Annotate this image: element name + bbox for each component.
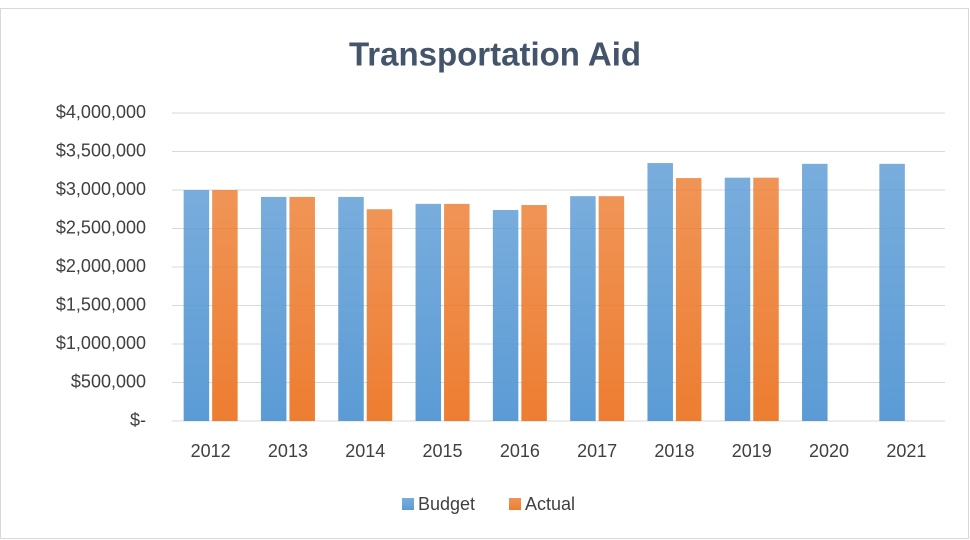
y-tick-label: $4,000,000 xyxy=(56,102,146,122)
bar xyxy=(570,196,596,421)
y-tick-label: $2,500,000 xyxy=(56,217,146,237)
x-tick-label: 2021 xyxy=(886,441,926,461)
y-tick-label: $- xyxy=(130,410,146,430)
bar xyxy=(289,196,315,421)
y-tick-label: $3,000,000 xyxy=(56,179,146,199)
chart-title: Transportation Aid xyxy=(349,36,641,73)
x-tick-label: 2012 xyxy=(191,441,231,461)
bar xyxy=(879,163,905,421)
legend-label: Actual xyxy=(525,494,575,514)
legend-label: Budget xyxy=(418,494,475,514)
bar xyxy=(444,203,470,421)
y-tick-label: $1,000,000 xyxy=(56,333,146,353)
bar xyxy=(212,190,238,421)
bar xyxy=(521,205,547,421)
y-tick-label: $3,500,000 xyxy=(56,140,146,160)
y-tick-label: $500,000 xyxy=(71,371,146,391)
bar xyxy=(260,196,287,421)
bar xyxy=(598,196,625,421)
bar xyxy=(802,163,828,421)
x-tick-label: 2020 xyxy=(809,441,849,461)
bar xyxy=(647,163,673,422)
legend-swatch xyxy=(509,498,521,510)
x-tick-label: 2015 xyxy=(423,441,463,461)
x-tick-label: 2017 xyxy=(577,441,617,461)
x-tick-label: 2014 xyxy=(345,441,385,461)
bar xyxy=(183,190,210,421)
y-tick-label: $2,000,000 xyxy=(56,256,146,276)
bar xyxy=(366,209,393,421)
x-tick-label: 2018 xyxy=(654,441,694,461)
y-tick-label: $1,500,000 xyxy=(56,294,146,314)
x-tick-label: 2016 xyxy=(500,441,540,461)
bar xyxy=(724,177,751,421)
bar xyxy=(338,196,364,421)
bar xyxy=(753,177,779,421)
x-tick-label: 2019 xyxy=(732,441,772,461)
bar xyxy=(492,210,519,421)
bar xyxy=(415,203,442,421)
legend-swatch xyxy=(402,498,414,510)
x-tick-label: 2013 xyxy=(268,441,308,461)
bar xyxy=(675,178,702,421)
